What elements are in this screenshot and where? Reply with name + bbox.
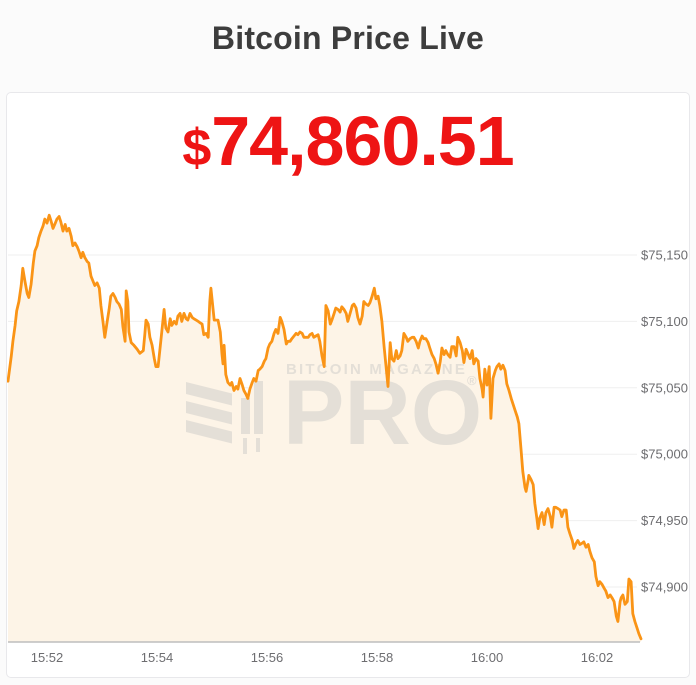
currency-symbol: $ [182,119,212,177]
page-title: Bitcoin Price Live [211,20,485,56]
logo-candle [254,381,263,434]
x-axis-tick-label: 15:54 [141,650,174,665]
y-axis-tick-label: $74,900 [641,580,688,595]
logo-candle [241,398,250,434]
y-axis-tick-label: $75,000 [641,447,688,462]
registered-mark: ® [467,373,477,388]
logo-candle-wick [256,438,260,452]
logo-bar [186,401,232,425]
y-axis-tick-label: $75,050 [641,380,688,395]
price-card: BITCOIN MAGAZINE PRO ® $75,150 $75,100 $75,05… [6,92,690,678]
watermark-brand: BITCOIN MAGAZINE [286,361,467,378]
chart-area: BITCOIN MAGAZINE PRO ® $75,150 $75,100 $75,05… [6,93,688,676]
price-area-fill [8,215,641,642]
live-price: $74,860.51 [7,103,689,186]
x-axis-tick-label: 16:02 [581,650,614,665]
x-axis-tick-label: 16:00 [471,650,504,665]
y-axis-tick-label: $75,100 [641,314,688,329]
watermark-product: PRO [283,362,482,464]
price-line [6,213,643,641]
x-axis-tick-label: 15:56 [251,650,284,665]
y-axis-tick-label: $74,950 [641,513,688,528]
logo-bar [186,382,232,406]
x-axis-tick-label: 15:58 [361,650,394,665]
watermark-logo-icon [186,381,263,454]
logo-candle-wick [243,438,247,454]
price-value: 74,860.51 [211,102,514,180]
y-axis-tick-label: $75,150 [641,248,688,263]
x-axis-tick-label: 15:52 [31,650,64,665]
logo-bar [186,420,232,444]
